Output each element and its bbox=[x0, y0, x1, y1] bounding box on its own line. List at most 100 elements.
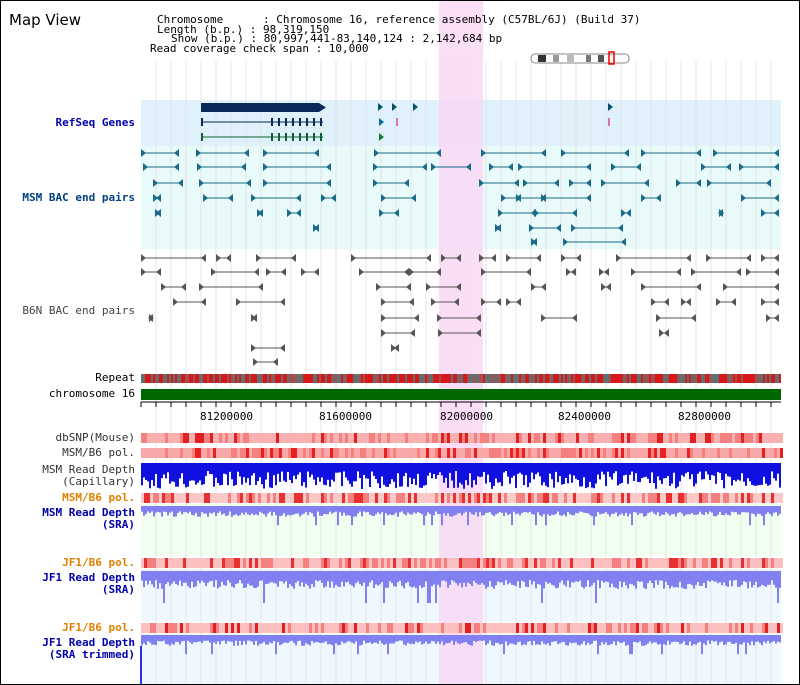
jf1-trimmed-depth-bar bbox=[215, 635, 217, 644]
repeat-cell bbox=[545, 374, 547, 383]
track-label-jf1-b6-pol-1[interactable]: JF1/B6 pol. bbox=[62, 556, 135, 569]
msm-b6-pol-cell bbox=[318, 448, 321, 458]
msm-depth-bar bbox=[277, 506, 279, 526]
msm-depth-bar bbox=[471, 506, 473, 515]
jf1-b6-pol-cell bbox=[360, 558, 363, 568]
repeat-cell bbox=[751, 374, 753, 383]
msm-b6-pol-cell bbox=[159, 493, 162, 503]
jf1-depth-bar bbox=[315, 571, 317, 581]
msm-depth-bar bbox=[779, 506, 781, 514]
b6n-bac-pair-end bbox=[686, 298, 691, 306]
msm-b6-pol-cell bbox=[705, 448, 708, 458]
msm-b6-pol-cell bbox=[582, 493, 585, 503]
b6n-bac-pair-end bbox=[766, 314, 771, 322]
dbsnp-cell bbox=[471, 433, 474, 443]
dbsnp-cell bbox=[312, 433, 315, 443]
dbsnp-cell bbox=[633, 433, 636, 443]
jf1-b6-pol-cell bbox=[435, 558, 438, 568]
track-label-b6n-bac[interactable]: B6N BAC end pairs bbox=[22, 304, 135, 317]
msm-depth-bar bbox=[709, 506, 711, 512]
track-label-msm-b6-pol-1[interactable]: MSM/B6 pol. bbox=[62, 446, 135, 459]
dbsnp-cell bbox=[213, 433, 216, 443]
msm-b6-pol-cell bbox=[381, 493, 384, 503]
track-label-msm-read-capillary[interactable]: MSM Read Depth (Capillary) bbox=[42, 463, 135, 488]
jf1-depth-bar bbox=[763, 571, 765, 586]
msm-b6-pol-cell bbox=[297, 448, 300, 458]
jf1-trimmed-depth-bar bbox=[711, 635, 713, 641]
depth-bar bbox=[447, 463, 449, 488]
jf1-trimmed-depth-bar bbox=[409, 635, 411, 644]
track-label-msm-read-sra[interactable]: MSM Read Depth (SRA) bbox=[42, 506, 135, 531]
msm-b6-pol-cell bbox=[327, 448, 330, 458]
jf1-depth-bar bbox=[465, 571, 467, 587]
jf1-b6-pol-cell bbox=[672, 558, 675, 568]
msm-depth-bar bbox=[251, 506, 253, 514]
msm-b6-pol-cell bbox=[411, 448, 414, 458]
msm-b6-pol-cell bbox=[354, 448, 357, 458]
msm-depth-bar bbox=[765, 506, 767, 515]
msm-depth-bar bbox=[241, 506, 243, 513]
jf1-b6-pol-cell bbox=[633, 558, 636, 568]
jf1-b6-pol-cell bbox=[438, 558, 441, 568]
repeat-cell bbox=[605, 374, 607, 383]
repeat-cell bbox=[649, 374, 651, 383]
msm-depth-bar bbox=[663, 506, 665, 516]
repeat-cell bbox=[337, 374, 339, 383]
track-label-jf1-read-sra[interactable]: JF1 Read Depth (SRA) bbox=[42, 571, 135, 596]
jf1-trimmed-depth-bar bbox=[611, 635, 613, 644]
msm-b6-pol-cell bbox=[591, 493, 594, 503]
jf1-trimmed-depth-bar bbox=[223, 635, 225, 641]
dbsnp-cell bbox=[378, 433, 381, 443]
repeat-cell bbox=[731, 374, 733, 383]
repeat-cell bbox=[563, 374, 565, 383]
msm-depth-bar bbox=[285, 506, 287, 517]
jf1-trimmed-depth-bar bbox=[591, 635, 593, 644]
jf1-trimmed-depth-bar bbox=[279, 635, 281, 646]
depth-bar bbox=[515, 463, 517, 488]
jf1-b6-pol-cell bbox=[318, 623, 321, 633]
msm-b6-pol-cell bbox=[633, 493, 636, 503]
track-label-msm-bac[interactable]: MSM BAC end pairs bbox=[22, 191, 135, 204]
depth-bar bbox=[533, 463, 535, 480]
jf1-depth-bar bbox=[405, 571, 407, 584]
jf1-depth-bar bbox=[443, 571, 445, 581]
track-label-jf1-b6-pol-2[interactable]: JF1/B6 pol. bbox=[62, 621, 135, 634]
jf1-trimmed-depth-bar bbox=[341, 635, 343, 642]
dbsnp-cell bbox=[705, 433, 708, 443]
repeat-cell bbox=[657, 374, 659, 383]
jf1-b6-pol-cell bbox=[369, 558, 372, 568]
jf1-b6-pol-cell bbox=[690, 558, 693, 568]
track-label-refseq[interactable]: RefSeq Genes bbox=[55, 116, 135, 129]
jf1-depth-bar bbox=[305, 571, 307, 584]
track-label-dbsnp[interactable]: dbSNP(Mouse) bbox=[55, 431, 135, 444]
chromosome-bar bbox=[141, 389, 781, 400]
jf1-b6-pol-cell bbox=[720, 623, 723, 633]
jf1-depth-bar bbox=[663, 571, 665, 589]
repeat-cell bbox=[339, 374, 341, 383]
jf1-trimmed-depth-bar bbox=[363, 635, 365, 641]
jf1-depth-bar bbox=[331, 571, 333, 582]
jf1-trimmed-depth-bar bbox=[653, 635, 655, 643]
repeat-cell bbox=[469, 374, 471, 383]
msm-depth-bar bbox=[373, 506, 375, 517]
repeat-cell bbox=[759, 374, 761, 383]
msm-b6-pol-cell bbox=[585, 493, 588, 503]
msm-bac-pair-end bbox=[263, 163, 268, 171]
track-label-repeat[interactable]: Repeat bbox=[95, 371, 135, 384]
repeat-cell bbox=[215, 374, 217, 383]
track-label-msm-b6-pol-2[interactable]: MSM/B6 pol. bbox=[62, 491, 135, 504]
dbsnp-cell bbox=[240, 433, 243, 443]
msm-b6-pol-cell bbox=[366, 493, 369, 503]
jf1-b6-pol-cell bbox=[327, 558, 330, 568]
jf1-b6-pol-cell bbox=[357, 623, 360, 633]
jf1-depth-bar bbox=[683, 571, 685, 589]
refseq-gene-marker bbox=[413, 103, 418, 111]
jf1-trimmed-depth-bar bbox=[427, 635, 429, 644]
jf1-trimmed-depth-bar bbox=[355, 635, 357, 642]
track-label-jf1-read-trimmed[interactable]: JF1 Read Depth (SRA trimmed) bbox=[42, 636, 135, 661]
jf1-b6-pol-cell bbox=[381, 623, 384, 633]
b6n-bac-pair-end bbox=[291, 254, 296, 262]
repeat-cell bbox=[511, 374, 513, 383]
jf1-trimmed-depth-bar bbox=[487, 635, 489, 644]
dbsnp-cell bbox=[180, 433, 183, 443]
